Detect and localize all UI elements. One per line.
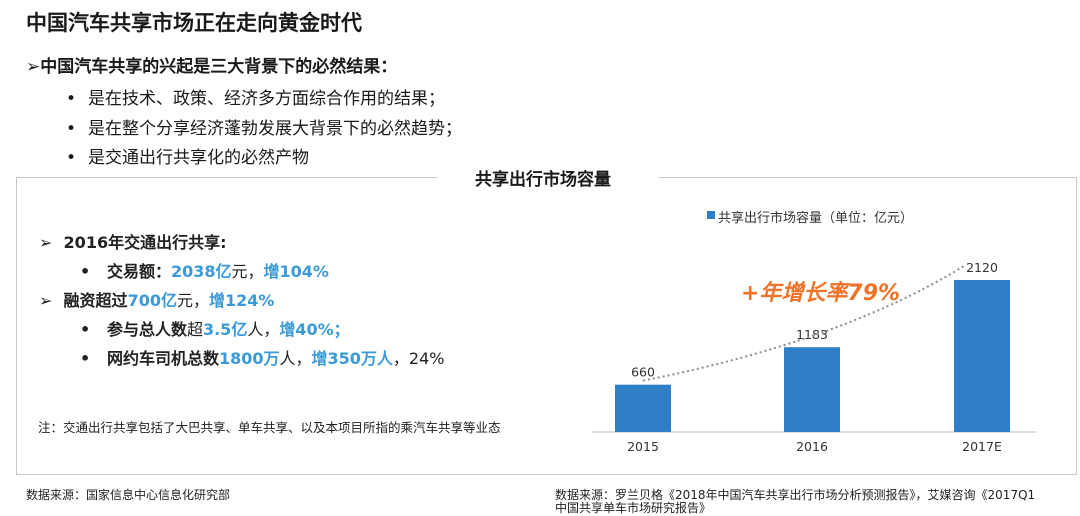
- participants-growth: 增40%；: [279, 320, 350, 339]
- participants-label: 参与总人数: [106, 320, 187, 339]
- left-item-2-sub-1: • 参与总人数超3.5亿人，增40%；: [80, 320, 350, 339]
- bullet-text-2: 是在整个分享经济蓬勃发展大背景下的必然趋势；: [88, 119, 462, 139]
- data-label-2017E: 2120: [966, 260, 998, 275]
- financing-unit: 元，: [176, 291, 209, 310]
- trade-value: 2038亿: [170, 262, 232, 281]
- trend-line: [642, 265, 965, 382]
- source-right-line-2: 中国共享单车市场研究报告》: [555, 501, 712, 515]
- section-heading-text: 中国汽车共享的兴起是三大背景下的必然结果：: [40, 57, 398, 77]
- page-title: 中国汽车共享市场正在走向黄金时代: [26, 11, 362, 35]
- bar-2017E: [954, 280, 1010, 432]
- x-tick-label-2015: 2015: [627, 439, 659, 454]
- bullet-text-3: 是交通出行共享化的必然产物: [88, 148, 309, 168]
- bullet-item: • 是在整个分享经济蓬勃发展大背景下的必然趋势；: [66, 119, 462, 139]
- drivers-tail: ，24%: [392, 349, 445, 368]
- panel-title-background: [437, 165, 659, 191]
- bullet-item: • 是交通出行共享化的必然产物: [66, 148, 309, 168]
- financing-label: 融资超过: [63, 291, 128, 310]
- participants-mid: 超: [186, 320, 203, 339]
- growth-annotation: +年增长率79%: [741, 281, 901, 306]
- trade-label: 交易额：: [106, 262, 171, 281]
- source-right-line-1: 数据来源：罗兰贝格《2018年中国汽车共享出行市场分析预测报告》，艾媒咨询《20…: [555, 488, 1036, 502]
- trade-unit: 元，: [231, 262, 264, 281]
- x-tick-label-2016: 2016: [796, 439, 828, 454]
- legend-label: 共享出行市场容量（单位：亿元）: [718, 211, 914, 226]
- drivers-label: 网约车司机总数: [106, 349, 219, 368]
- bar-2016: [784, 347, 840, 432]
- source-left: 数据来源：国家信息中心信息化研究部: [26, 488, 231, 502]
- trade-growth: 增104%: [263, 262, 329, 281]
- x-tick-label-2017E: 2017E: [962, 439, 1002, 454]
- footnote: 注：交通出行共享包括了大巴共享、单车共享、以及本项目所指的乘汽车共享等业态: [38, 420, 501, 435]
- drivers-value: 1800万: [218, 349, 280, 368]
- participants-unit: 人，: [247, 320, 280, 339]
- financing-growth: 增124%: [208, 291, 275, 310]
- left-item-1-text: 2016年交通出行共享:: [63, 233, 227, 252]
- drivers-unit: 人，: [279, 349, 312, 368]
- left-item-2: ➢ 融资超过700亿元，增124%: [39, 291, 275, 310]
- panel-title: 共享出行市场容量: [475, 170, 611, 190]
- legend-swatch: [707, 211, 715, 219]
- left-item-1: ➢ 2016年交通出行共享:: [39, 233, 227, 252]
- section-heading: ➢中国汽车共享的兴起是三大背景下的必然结果：: [26, 57, 398, 77]
- bar-2015: [615, 384, 671, 432]
- participants-value: 3.5亿: [202, 320, 248, 339]
- bullet-text-1: 是在技术、政策、经济多方面综合作用的结果；: [88, 89, 445, 109]
- left-item-1-sub: • 交易额：2038亿元，增104%: [80, 262, 329, 281]
- financing-value: 700亿: [127, 291, 177, 310]
- bullet-item: • 是在技术、政策、经济多方面综合作用的结果；: [66, 89, 445, 109]
- data-label-2016: 1183: [796, 327, 828, 342]
- drivers-growth: 增350万人: [311, 349, 393, 368]
- data-label-2015: 660: [631, 365, 655, 380]
- left-item-2-sub-2: • 网约车司机总数1800万人，增350万人，24%: [80, 349, 445, 368]
